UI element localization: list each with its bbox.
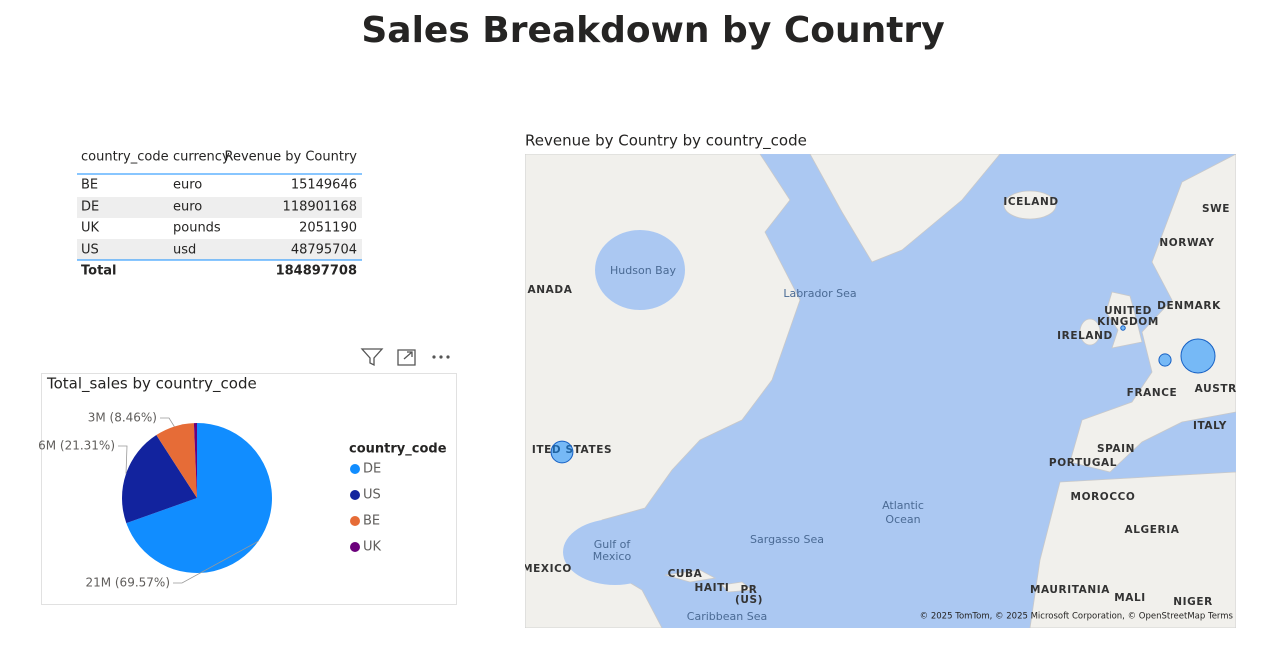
map-label: MOROCCO — [1071, 491, 1136, 503]
map-label: (US) — [735, 594, 763, 606]
map-labels: ICELAND SWE NORWAY Hudson Bay ANADA Labrador … — [522, 196, 1242, 623]
legend-marker — [350, 542, 360, 552]
table-cell: BE — [81, 178, 98, 193]
map-label: ALGERIA — [1125, 524, 1180, 536]
bubbles — [550, 325, 1216, 464]
bubble — [550, 440, 574, 464]
data-label: 21M (69.57%) — [85, 576, 170, 590]
gulf — [563, 519, 667, 585]
legend-marker — [350, 516, 360, 526]
pie-chart: 21M (69.57%) DE 6M (21.31%) US 3M (8.46%) BE U… — [38, 411, 381, 590]
map-label: UNITED — [1104, 305, 1152, 317]
filter-icon[interactable] — [360, 348, 384, 367]
table-cell: pounds — [173, 221, 221, 236]
bubble — [1158, 353, 1172, 367]
page-title: Sales Breakdown by Country — [361, 10, 944, 51]
data-label: 6M (21.31%) — [38, 439, 115, 453]
table-cell: usd — [173, 243, 196, 258]
map-label: AUSTRI — [1195, 383, 1242, 395]
map-label: NIGER — [1173, 596, 1213, 608]
legend-marker — [350, 490, 360, 500]
map-label: DENMARK — [1157, 300, 1221, 312]
map-label: MALI — [1114, 592, 1146, 604]
focus-icon[interactable] — [397, 349, 416, 366]
pie-slice — [156, 423, 197, 498]
map-label: ICELAND — [1003, 196, 1058, 208]
leader-line — [173, 540, 259, 584]
toolbar — [360, 348, 450, 367]
map-label: CUBA — [668, 568, 703, 580]
table-cell: 15149646 — [291, 178, 357, 193]
table-cell: US — [81, 243, 99, 258]
pie-title: Total_sales by country_code — [46, 375, 257, 394]
row-band — [77, 239, 362, 260]
bubble — [1180, 338, 1216, 374]
leader-line — [160, 417, 175, 427]
map-label: PR — [741, 584, 758, 596]
map-label: KINGDOM — [1097, 316, 1159, 328]
map-label: Atlantic — [882, 499, 924, 512]
map-label: Hudson Bay — [610, 264, 676, 277]
map-label: MEXICO — [522, 563, 572, 575]
map-label: Ocean — [885, 513, 920, 526]
bubble — [1120, 325, 1126, 331]
legend-label: US — [363, 488, 381, 503]
table-cell: euro — [173, 200, 202, 215]
legend-title: country_code — [349, 442, 447, 457]
legend-label: UK — [363, 540, 382, 555]
map-label: Labrador Sea — [783, 287, 856, 300]
map-label: Caribbean Sea — [687, 610, 767, 623]
map-label: HAITI — [695, 582, 730, 594]
map-label: PORTUGAL — [1049, 457, 1117, 469]
map-label: SWE — [1202, 203, 1230, 215]
map-label: MAURITANIA — [1030, 584, 1110, 596]
land — [525, 154, 1236, 628]
bay — [595, 230, 685, 310]
table-cell: UK — [81, 221, 100, 236]
column-header: Revenue by Country — [225, 150, 358, 165]
map-label: ITALY — [1193, 420, 1227, 432]
pie-slice — [122, 434, 197, 524]
legend-label: BE — [363, 514, 380, 529]
table-cell: DE — [81, 200, 99, 215]
column-header: country_code — [81, 150, 169, 165]
map-label: NORWAY — [1159, 237, 1214, 249]
more-icon[interactable] — [432, 355, 450, 359]
row-band — [77, 197, 362, 218]
table-cell: euro — [173, 178, 202, 193]
total-label: Total — [81, 264, 117, 279]
column-header: currency — [173, 150, 230, 165]
map-label: FRANCE — [1127, 387, 1178, 399]
map-label: IRELAND — [1057, 330, 1113, 342]
legend-marker — [350, 464, 360, 474]
total-value: 184897708 — [276, 264, 357, 279]
map-label: Sargasso Sea — [750, 533, 824, 546]
leader-line — [118, 445, 128, 474]
map-label: Gulf of — [594, 538, 632, 551]
table-cell: 48795704 — [291, 243, 357, 258]
map-label: Mexico — [593, 550, 632, 563]
pie-slice — [126, 423, 273, 574]
legend-label: DE — [363, 462, 381, 477]
table-cell: 118901168 — [283, 200, 357, 215]
attribution: © 2025 TomTom, © 2025 Microsoft Corporat… — [920, 612, 1234, 622]
map: ICELAND SWE NORWAY Hudson Bay ANADA Labrador … — [522, 154, 1242, 628]
data-label: 3M (8.46%) — [88, 411, 157, 425]
map-label: SPAIN — [1097, 443, 1135, 455]
pie-slice — [193, 423, 197, 498]
map-label: ANADA — [528, 284, 573, 296]
table-cell: 2051190 — [299, 221, 357, 236]
map-title: Revenue by Country by country_code — [525, 132, 807, 151]
